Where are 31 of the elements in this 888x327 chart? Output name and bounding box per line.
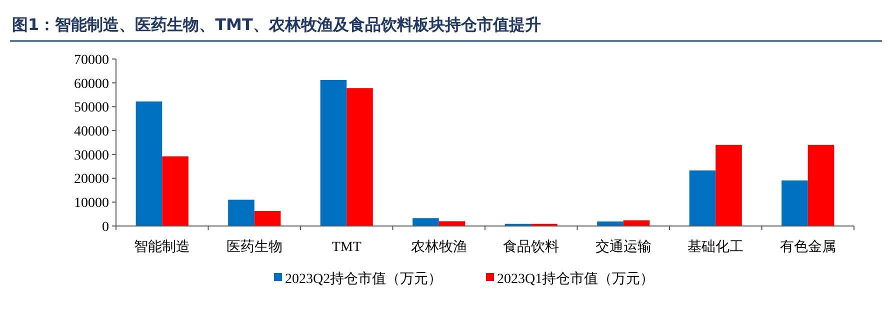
x-tick-label: 智能制造 bbox=[134, 239, 190, 255]
x-tick-label: 医药生物 bbox=[226, 239, 282, 255]
x-tick-label: TMT bbox=[332, 240, 362, 255]
bar bbox=[162, 156, 188, 226]
x-tick-label: 农林牧渔 bbox=[410, 239, 467, 255]
bar bbox=[320, 80, 347, 226]
bar bbox=[689, 170, 716, 226]
bar bbox=[438, 221, 466, 226]
x-tick-label: 基础化工 bbox=[688, 239, 744, 255]
x-tick-label: 交通运输 bbox=[595, 239, 652, 255]
legend-label: 2023Q2持仓市值（万元） bbox=[285, 270, 442, 287]
y-tick-label: 60000 bbox=[74, 76, 109, 92]
y-tick-label: 20000 bbox=[74, 172, 109, 188]
y-tick-label: 10000 bbox=[74, 196, 109, 212]
bar bbox=[412, 218, 439, 226]
bar bbox=[254, 210, 281, 226]
chart-title: 图1：智能制造、医药生物、TMT、农林牧渔及食品饮料板块持仓市值提升 bbox=[12, 15, 541, 34]
y-tick-label: 40000 bbox=[74, 124, 109, 140]
y-tick-label: 70000 bbox=[74, 52, 109, 68]
legend-label: 2023Q1持仓市值（万元） bbox=[497, 270, 654, 287]
bar bbox=[136, 101, 162, 226]
y-tick-label: 0 bbox=[102, 220, 109, 235]
bar bbox=[808, 144, 834, 226]
y-tick-label: 30000 bbox=[74, 148, 109, 164]
bar bbox=[346, 88, 373, 226]
bar bbox=[716, 144, 742, 226]
x-tick-label: 食品饮料 bbox=[503, 239, 560, 255]
bar bbox=[782, 180, 808, 226]
bar bbox=[228, 200, 254, 226]
y-tick-label: 50000 bbox=[74, 100, 109, 116]
x-tick-label: 有色金属 bbox=[780, 239, 836, 255]
